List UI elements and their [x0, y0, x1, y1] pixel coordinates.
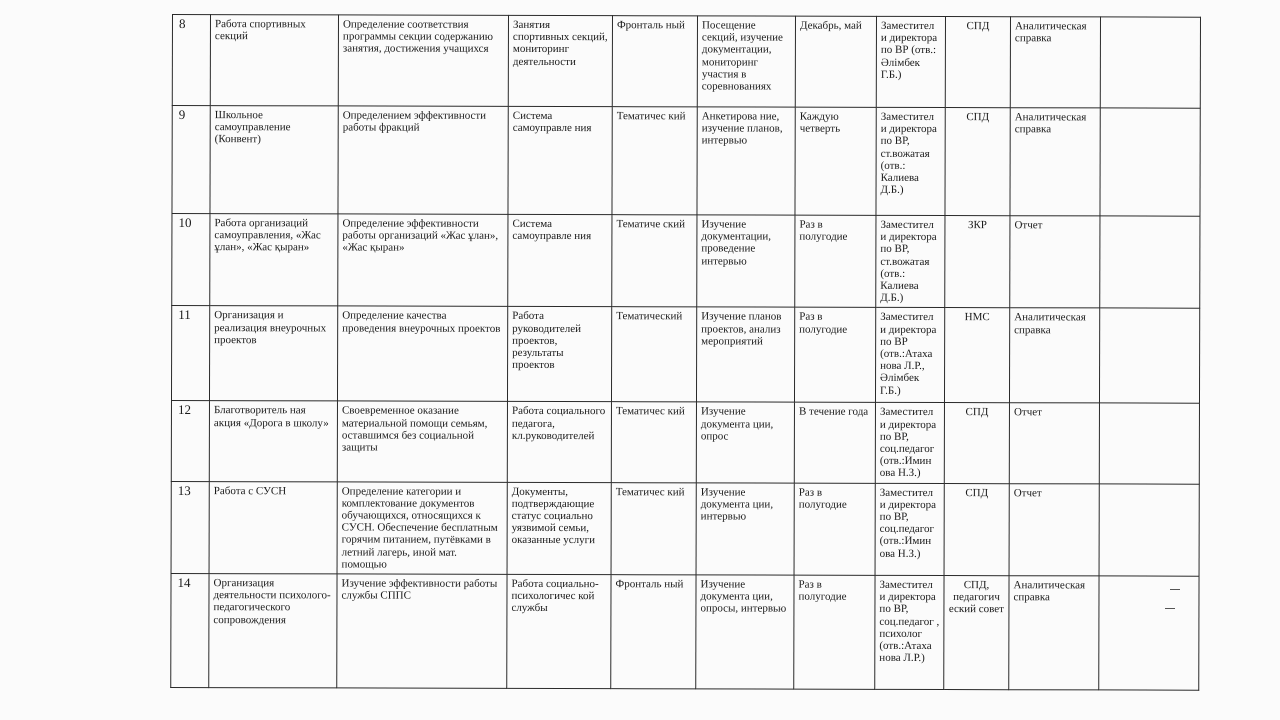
activity-name: Работа с СУСН	[209, 481, 338, 574]
control-plan-table: 8 Работа спортивных секций Определение соо…	[170, 14, 1201, 691]
row-number: 12	[171, 400, 210, 482]
row-number: 9	[171, 105, 211, 214]
notes	[1100, 16, 1201, 109]
responsible-person: Заместител и директора по ВР, ст.вожатая…	[875, 215, 945, 308]
control-period: В течение года	[794, 402, 876, 483]
control-type: Тематиче ский	[611, 214, 697, 308]
control-goal: Определение соответствия программы секци…	[338, 14, 509, 107]
control-object: Работа руководителей проектов, результат…	[507, 306, 612, 403]
review-place: НМС	[944, 307, 1010, 404]
control-goal: Изучение эффективности работы службы СПП…	[336, 573, 508, 689]
control-object: Работа социального педагога, кл.руководи…	[507, 401, 612, 483]
control-goal: Своевременное оказание материальной помо…	[337, 401, 508, 483]
notes	[1099, 403, 1200, 484]
control-object: Документы, подтверждающие статус социаль…	[507, 482, 612, 575]
control-object: Система самоуправле ния	[507, 214, 612, 308]
notes	[1098, 575, 1200, 691]
control-type: Фронталь ный	[610, 574, 697, 689]
responsible-person: Заместител и директора по ВР, соц.педаго…	[874, 575, 945, 690]
control-type: Тематический	[611, 307, 697, 403]
control-period: Декабрь, май	[795, 16, 877, 108]
control-method: Посещение секций, изучение документации,…	[697, 15, 796, 108]
activity-name: Организация и реализация внеурочных прое…	[209, 306, 338, 402]
notes	[1099, 107, 1201, 217]
result-form: Отчет	[1009, 403, 1100, 484]
control-object: Занятия спортивных секций, мониторинг де…	[508, 15, 613, 107]
control-method: Изучение документа ции, опросы, интервью	[695, 574, 795, 690]
review-place: СПД	[944, 402, 1010, 484]
control-object: Система самоуправле ния	[507, 106, 613, 215]
table-row: 14 Организация деятельности психолого-пед…	[170, 573, 1200, 691]
control-type: Фронталь ный	[612, 15, 698, 107]
control-method: Изучение документа ции, интервью	[696, 482, 795, 576]
table-row: 13 Работа с СУСН Определение категории и к…	[171, 481, 1200, 577]
activity-name: Организация деятельности психолого-педаг…	[208, 573, 338, 688]
notes	[1099, 308, 1200, 404]
control-method: Изучение планов проектов, анализ меропри…	[696, 307, 795, 403]
row-number: 8	[172, 14, 211, 106]
notes	[1099, 483, 1200, 577]
responsible-person: Заместител и директора по ВР (отв.:Атаха…	[875, 307, 945, 403]
table-row: 12 Благотворитель ная акция «Дорога в шко…	[171, 400, 1200, 484]
activity-name: Благотворитель ная акция «Дорога в школу…	[209, 401, 338, 482]
notes	[1099, 215, 1200, 309]
review-place: СПД	[944, 107, 1011, 216]
result-form: Аналитическая справка	[1008, 575, 1100, 690]
control-method: Анкетирова ние, изучение планов, интервь…	[696, 106, 796, 216]
responsible-person: Заместител и директора по ВР, соц.педаго…	[875, 402, 945, 484]
control-period: Каждую четверть	[794, 107, 877, 216]
responsible-person: Заместител и директора по ВР, соц.педаго…	[875, 482, 945, 576]
table-row: 8 Работа спортивных секций Определение соо…	[172, 14, 1201, 109]
control-period: Раз в полугодие	[794, 482, 876, 576]
control-goal: Определение качества проведения внеурочн…	[337, 306, 508, 402]
activity-name: Школьное самоуправление (Конвент)	[209, 105, 339, 214]
result-form: Аналитическая справка	[1009, 107, 1101, 216]
review-place: ЗКР	[944, 215, 1010, 309]
control-type: Тематичес кий	[611, 106, 698, 215]
review-place: СПД	[944, 483, 1010, 576]
result-form: Отчет	[1009, 215, 1100, 309]
control-period: Раз в полугодие	[794, 215, 876, 308]
review-place: СПД, педагогич еский совет	[943, 575, 1010, 690]
control-period: Раз в полугодие	[794, 307, 876, 403]
scan-mark	[1165, 608, 1175, 609]
row-number: 11	[171, 305, 210, 402]
activity-name: Работа спортивных секций	[210, 14, 339, 106]
control-goal: Определением эффективности работы фракци…	[337, 105, 509, 215]
table-row: 9 Школьное самоуправление (Конвент) Опреде…	[171, 105, 1201, 217]
row-number: 10	[171, 213, 210, 307]
row-number: 13	[171, 481, 210, 574]
review-place: СПД	[945, 16, 1011, 108]
control-method: Изучение документации, проведение интерв…	[696, 214, 795, 308]
control-period: Раз в полугодие	[793, 575, 876, 690]
result-form: Аналитическая справка	[1009, 308, 1100, 404]
responsible-person: Заместител и директора по ВР (отв.: Әлім…	[876, 16, 946, 108]
control-type: Тематичес кий	[611, 402, 697, 483]
table-row: 10 Работа организаций самоуправления, «Жа…	[171, 213, 1200, 309]
table-row: 11 Организация и реализация внеурочных пр…	[171, 305, 1200, 404]
control-object: Работа социально-психологичес кой службы	[506, 574, 612, 689]
activity-name: Работа организаций самоуправления, «Жас …	[209, 213, 338, 307]
responsible-person: Заместител и директора по ВР, ст.вожатая…	[875, 107, 946, 216]
control-goal: Определение категории и комплектование д…	[337, 481, 508, 575]
result-form: Аналитическая справка	[1010, 16, 1101, 108]
row-number: 14	[170, 573, 210, 688]
control-method: Изучение документа ции, опрос	[696, 402, 795, 483]
control-goal: Определение эффективности работы организ…	[337, 213, 508, 307]
control-type: Тематичес кий	[611, 482, 697, 575]
scan-mark	[1170, 589, 1180, 590]
result-form: Отчет	[1009, 483, 1100, 576]
